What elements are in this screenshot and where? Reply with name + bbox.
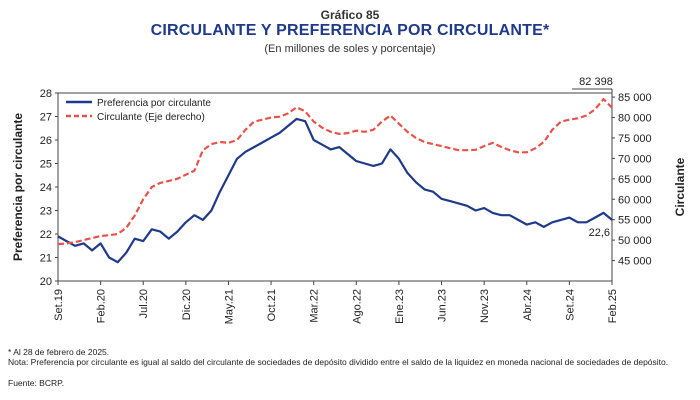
y2-axis-title: Circulante bbox=[673, 157, 687, 216]
chart-title: CIRCULANTE Y PREFERENCIA POR CIRCULANTE* bbox=[150, 22, 550, 39]
y2-tick-label: 50 000 bbox=[618, 235, 652, 247]
x-tick-label: Jun.23 bbox=[437, 289, 449, 322]
y-tick-label: 25 bbox=[40, 159, 52, 171]
y-tick-label: 23 bbox=[40, 206, 52, 218]
x-tick-label: Abr.24 bbox=[522, 289, 534, 321]
y-tick-label: 20 bbox=[40, 276, 52, 288]
y2-tick-label: 60 000 bbox=[618, 194, 652, 206]
y2-tick-label: 75 000 bbox=[618, 133, 652, 145]
y2-tick-label: 55 000 bbox=[618, 215, 652, 227]
figure-label: Gráfico 85 bbox=[320, 8, 380, 22]
x-tick-label: May.21 bbox=[223, 289, 235, 324]
x-tick-label: Ago.22 bbox=[351, 289, 363, 324]
y-tick-label: 27 bbox=[40, 112, 52, 124]
y2-tick-label: 45 000 bbox=[618, 256, 652, 268]
y2-tick-label: 70 000 bbox=[618, 153, 652, 165]
x-tick-label: Nov.23 bbox=[479, 289, 491, 323]
x-tick-label: Mar.22 bbox=[309, 289, 321, 323]
y-tick-label: 21 bbox=[40, 253, 52, 265]
y-tick-label: 24 bbox=[40, 182, 52, 194]
legend-label: Circulante (Eje derecho) bbox=[97, 112, 205, 123]
y-tick-label: 26 bbox=[40, 135, 52, 147]
x-tick-label: Feb.20 bbox=[96, 289, 108, 323]
x-tick-label: Oct.21 bbox=[266, 289, 278, 321]
note: Nota: Preferencia por circulante es igua… bbox=[8, 357, 669, 367]
y2-tick-label: 80 000 bbox=[618, 113, 652, 125]
x-tick-label: Set.24 bbox=[564, 289, 576, 321]
y2-tick-label: 65 000 bbox=[618, 174, 652, 186]
end-label-circulante: 82 398 bbox=[579, 76, 613, 88]
footnote: * Al 28 de febrero de 2025. bbox=[8, 347, 110, 357]
x-tick-label: Dic.20 bbox=[181, 289, 193, 320]
y2-tick-label: 85 000 bbox=[618, 92, 652, 104]
x-tick-label: Ene.23 bbox=[394, 289, 406, 324]
y-tick-label: 28 bbox=[40, 88, 52, 100]
series-line-preferencia bbox=[57, 117, 613, 264]
source: Fuente: BCRP. bbox=[8, 378, 65, 388]
x-tick-label: Set.19 bbox=[53, 289, 65, 321]
series-line-circulante bbox=[57, 97, 613, 246]
y-axis-title: Preferencia por circulante bbox=[11, 113, 25, 261]
y-tick-label: 22 bbox=[40, 229, 52, 241]
legend-label: Preferencia por circulante bbox=[97, 98, 211, 109]
chart-subtitle: (En millones de soles y porcentaje) bbox=[264, 43, 436, 55]
end-label-preferencia: 22,6 bbox=[589, 227, 610, 239]
x-tick-label: Jul.20 bbox=[138, 289, 150, 318]
x-tick-label: Feb.25 bbox=[607, 289, 619, 323]
